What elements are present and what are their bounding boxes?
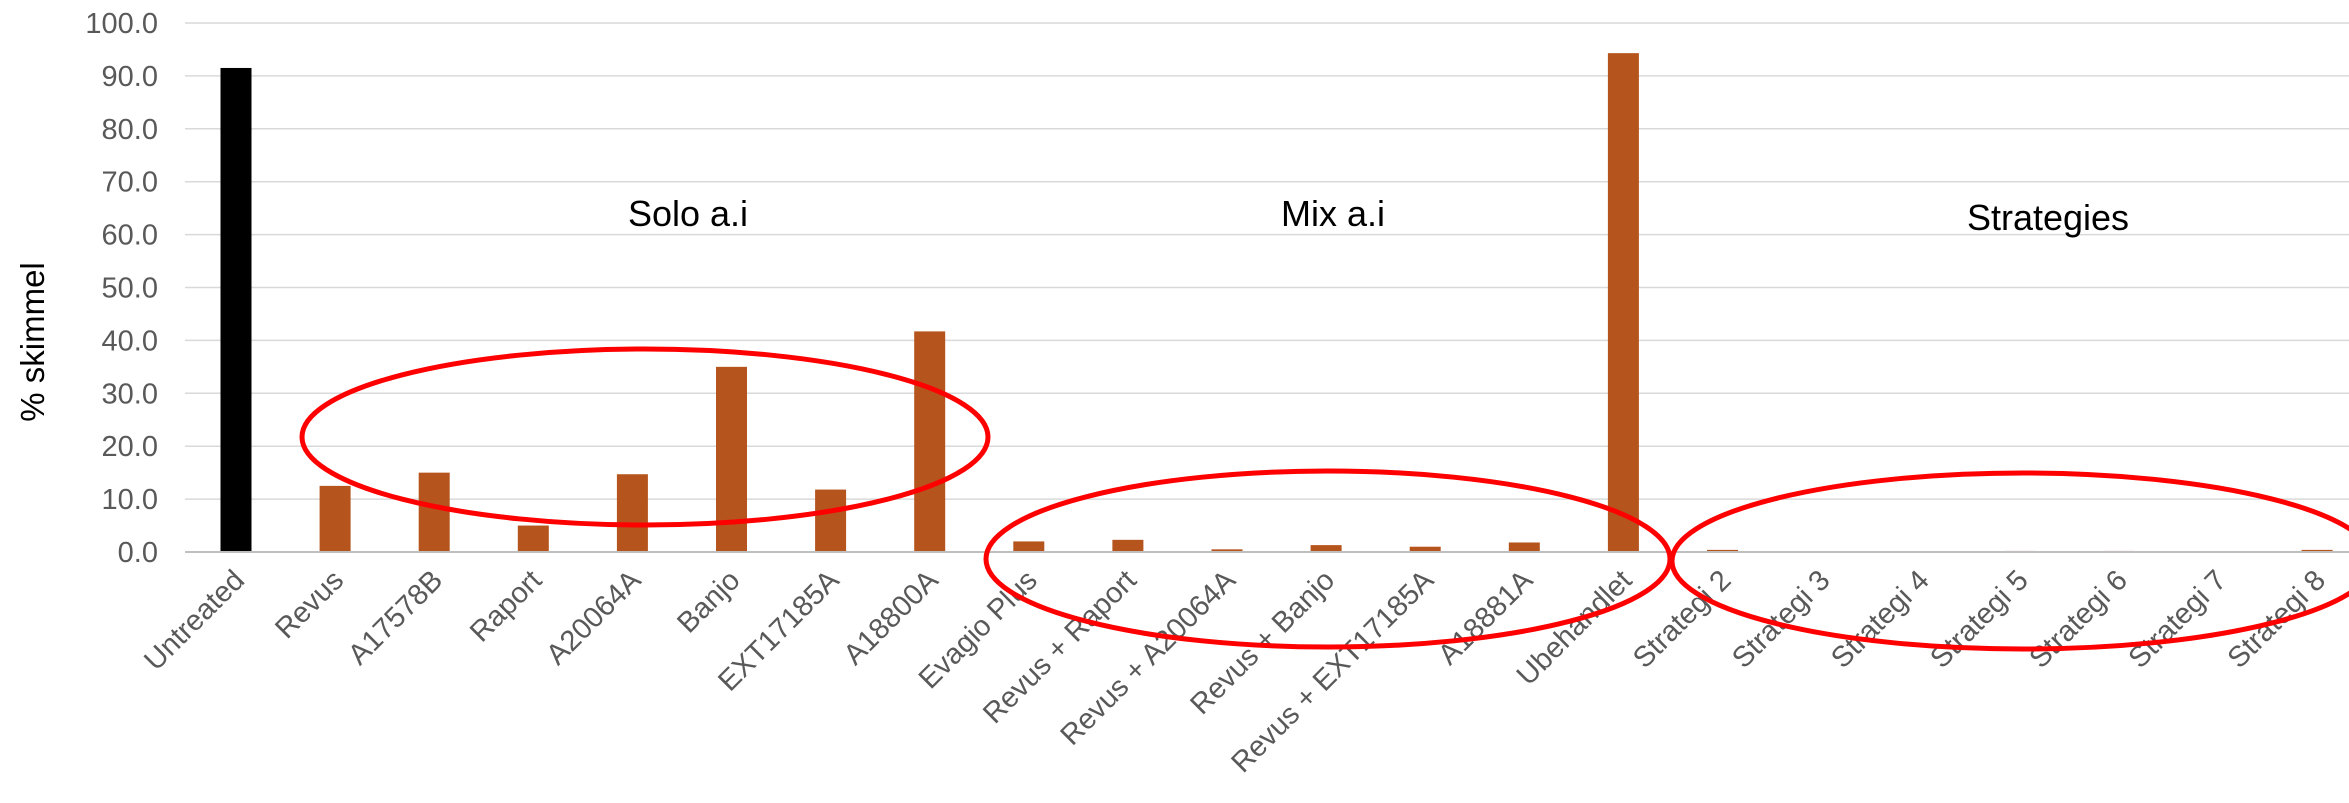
- x-tick-label: A20064A: [540, 564, 647, 671]
- x-tick-label: Strategi 5: [1924, 564, 2034, 674]
- bar: [1112, 539, 1144, 552]
- x-tick-label: Revus + A20064A: [1055, 564, 1243, 752]
- x-tick-label: A17578B: [342, 564, 449, 671]
- y-tick-label: 10.0: [102, 484, 158, 516]
- bar: [914, 331, 946, 552]
- x-tick-label: Revus + EXT17185A: [1225, 564, 1440, 779]
- y-tick-label: 50.0: [102, 273, 158, 305]
- bar: [2301, 549, 2333, 552]
- bar: [616, 474, 648, 552]
- bar: [1607, 53, 1639, 552]
- y-tick-label: 80.0: [102, 114, 158, 146]
- highlight-ellipse: [299, 346, 991, 528]
- y-tick-label: 70.0: [102, 167, 158, 199]
- x-tick-label: Strategi 7: [2123, 564, 2233, 674]
- bar: [1211, 549, 1243, 552]
- bar: [1310, 545, 1342, 552]
- bar: [517, 525, 549, 552]
- x-tick-label: Raport: [464, 564, 548, 648]
- y-tick-label: 20.0: [102, 431, 158, 463]
- bar: [418, 472, 450, 552]
- highlight-ellipse: [983, 468, 1673, 650]
- x-tick-label: Strategi 6: [2023, 564, 2133, 674]
- group-annotations: Solo a.i Mix a.i Strategies: [299, 193, 2349, 652]
- group-label: Mix a.i: [1281, 193, 1385, 234]
- x-tick-label: Strategi 3: [1726, 564, 1836, 674]
- y-tick-label: 90.0: [102, 61, 158, 93]
- bars: [220, 53, 2333, 552]
- gridlines: [185, 22, 2349, 500]
- group-label: Solo a.i: [628, 193, 748, 234]
- y-tick-label: 40.0: [102, 325, 158, 357]
- bar: [1409, 546, 1441, 552]
- highlight-ellipse: [1669, 470, 2349, 652]
- y-axis-ticks: 0.0 10.0 20.0 30.0 40.0 50.0 60.0 70.0 80.0 90.0 1…: [85, 8, 158, 569]
- bar: [1707, 549, 1738, 552]
- x-tick-label: Untreated: [138, 564, 251, 677]
- y-tick-label: 30.0: [102, 378, 158, 410]
- y-tick-label: 60.0: [102, 220, 158, 252]
- x-tick-label: Banjo: [671, 564, 746, 639]
- group-label: Strategies: [1967, 197, 2129, 238]
- bar: [1013, 541, 1045, 552]
- y-tick-label: 0.0: [118, 537, 158, 569]
- y-tick-label: 100.0: [85, 8, 158, 40]
- bar: [815, 489, 847, 552]
- y-axis-label: % skimmel: [14, 262, 51, 422]
- bar: [220, 67, 252, 552]
- bar: [319, 485, 351, 552]
- x-tick-label: Revus: [269, 564, 350, 645]
- x-tick-label: Strategi 4: [1825, 564, 1935, 674]
- bar: [1508, 542, 1540, 552]
